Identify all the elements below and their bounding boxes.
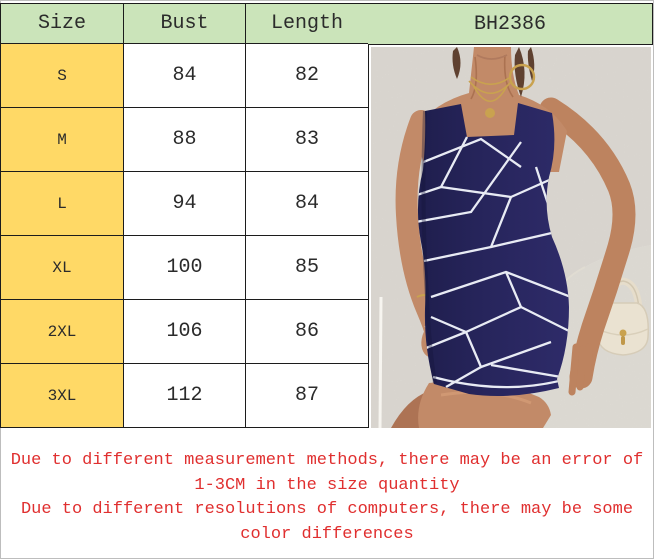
length-value: 87 [245,363,369,428]
length-value: 84 [245,171,369,236]
bust-value: 106 [123,299,246,364]
length-value: 85 [245,235,369,300]
hoop-earring [508,63,536,91]
bust-value: 94 [123,171,246,236]
col-header-length: Length [245,3,369,44]
length-value: 82 [245,43,369,108]
necklaces [468,76,512,118]
table-row: M 88 83 [0,107,369,172]
size-label: S [0,43,124,108]
size-label: 3XL [0,363,124,428]
bust-value: 112 [123,363,246,428]
bag-clasp [619,329,627,337]
table-header-row: Size Bust Length [0,3,369,44]
chin-shadow [476,54,508,60]
size-chart-table: Size Bust Length S 84 82 M 88 83 L 94 84… [0,3,369,428]
length-value: 86 [245,299,369,364]
table-row: L 94 84 [0,171,369,236]
size-label: 2XL [0,299,124,364]
size-label: XL [0,235,124,300]
dress-geometric-pattern [417,136,569,389]
disclaimer-line: Due to different resolutions of computer… [20,500,634,519]
product-photo-illustration [371,47,651,428]
bust-value: 88 [123,107,246,172]
right-hand [568,343,593,396]
right-arm [539,97,636,389]
col-header-size: Size [0,3,124,44]
table-row: S 84 82 [0,43,369,108]
disclaimer-text: Due to different measurement methods, th… [0,428,654,559]
wall-cable [378,296,383,428]
disclaimer-line: color differences [240,524,414,544]
size-label: M [0,107,124,172]
table-row: 3XL 112 87 [0,363,369,428]
dress [417,103,569,396]
length-value: 83 [245,107,369,172]
table-row: 2XL 106 86 [0,299,369,364]
bust-value: 100 [123,235,246,300]
size-label: L [0,171,124,236]
table-row: XL 100 85 [0,235,369,300]
bust-value: 84 [123,43,246,108]
product-code-header: BH2386 [368,3,653,45]
product-photo [371,47,651,428]
disclaimer-line: 1-3CM in the size quantity [194,475,460,495]
model-figure [391,47,636,428]
disclaimer-line: Due to different measurement methods, th… [10,451,644,470]
col-header-bust: Bust [123,3,246,44]
